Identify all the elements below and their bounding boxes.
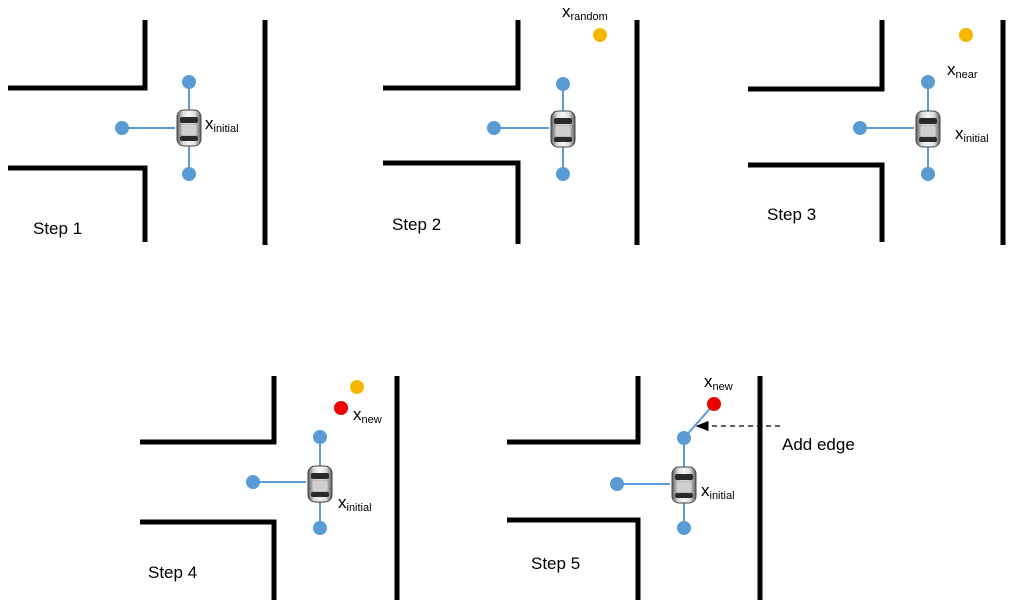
tree-node-left (487, 121, 501, 135)
car-top-view-icon (915, 110, 941, 148)
wall-lower-left (507, 517, 641, 600)
wall-upper-left (748, 20, 885, 92)
panel-step-5: xnew xinitial Add edge Step 5 (507, 372, 855, 600)
wall-upper-left (383, 20, 521, 91)
car-top-view-icon (671, 466, 697, 504)
step-label: Step 2 (392, 215, 441, 234)
tree-node-bottom (313, 521, 327, 535)
step-label: Step 1 (33, 219, 82, 238)
wall-upper-left (8, 20, 148, 91)
car-top-view-icon (176, 109, 202, 147)
tree-node-top (556, 77, 570, 91)
tree-node-top (313, 430, 327, 444)
tree-node-left (610, 477, 624, 491)
wall-lower-left (748, 162, 885, 242)
random-sample-node (350, 380, 364, 394)
tree (487, 77, 570, 181)
new-node (334, 401, 348, 415)
tree (610, 403, 715, 535)
x-initial-label: xinitial (338, 493, 372, 514)
tree-node-left (115, 121, 129, 135)
car-top-view-icon (550, 110, 576, 148)
wall-lower-left (383, 160, 521, 244)
step-label: Step 4 (148, 563, 197, 582)
step-label: Step 5 (531, 554, 580, 573)
tree-node-near (921, 75, 935, 89)
tree-node-left (246, 475, 260, 489)
wall-upper-left (140, 376, 277, 445)
tree-node-bottom (556, 167, 570, 181)
new-node (707, 397, 721, 411)
wall-lower-left (140, 519, 277, 600)
tree-node-bottom (921, 167, 935, 181)
wall-upper-left (507, 376, 641, 445)
add-edge-label: Add edge (782, 435, 855, 454)
panel-step-3: xnear xinitial Step 3 (748, 20, 1006, 245)
panel-step-1: xinitial Step 1 (8, 20, 268, 245)
tree-node-top (677, 431, 691, 445)
x-near-label: xnear (947, 60, 978, 81)
tree-node-left (853, 121, 867, 135)
x-random-label: xrandom (562, 2, 608, 23)
step-label: Step 3 (767, 205, 816, 224)
x-new-label: xnew (353, 405, 382, 426)
random-sample-node (593, 28, 607, 42)
random-sample-node (959, 28, 973, 42)
car-top-view-icon (307, 465, 333, 503)
tree-node-bottom (182, 167, 196, 181)
panel-step-4: xnew xinitial Step 4 (140, 376, 400, 600)
tree-node-bottom (677, 521, 691, 535)
tree-node-top (182, 75, 196, 89)
x-initial-label: xinitial (955, 124, 989, 145)
x-new-label: xnew (704, 372, 733, 393)
panel-step-2: xrandom Step 2 (383, 2, 640, 245)
x-initial-label: xinitial (701, 481, 735, 502)
x-initial-label: xinitial (205, 114, 239, 135)
tree (853, 75, 935, 181)
wall-lower-left (8, 165, 148, 242)
